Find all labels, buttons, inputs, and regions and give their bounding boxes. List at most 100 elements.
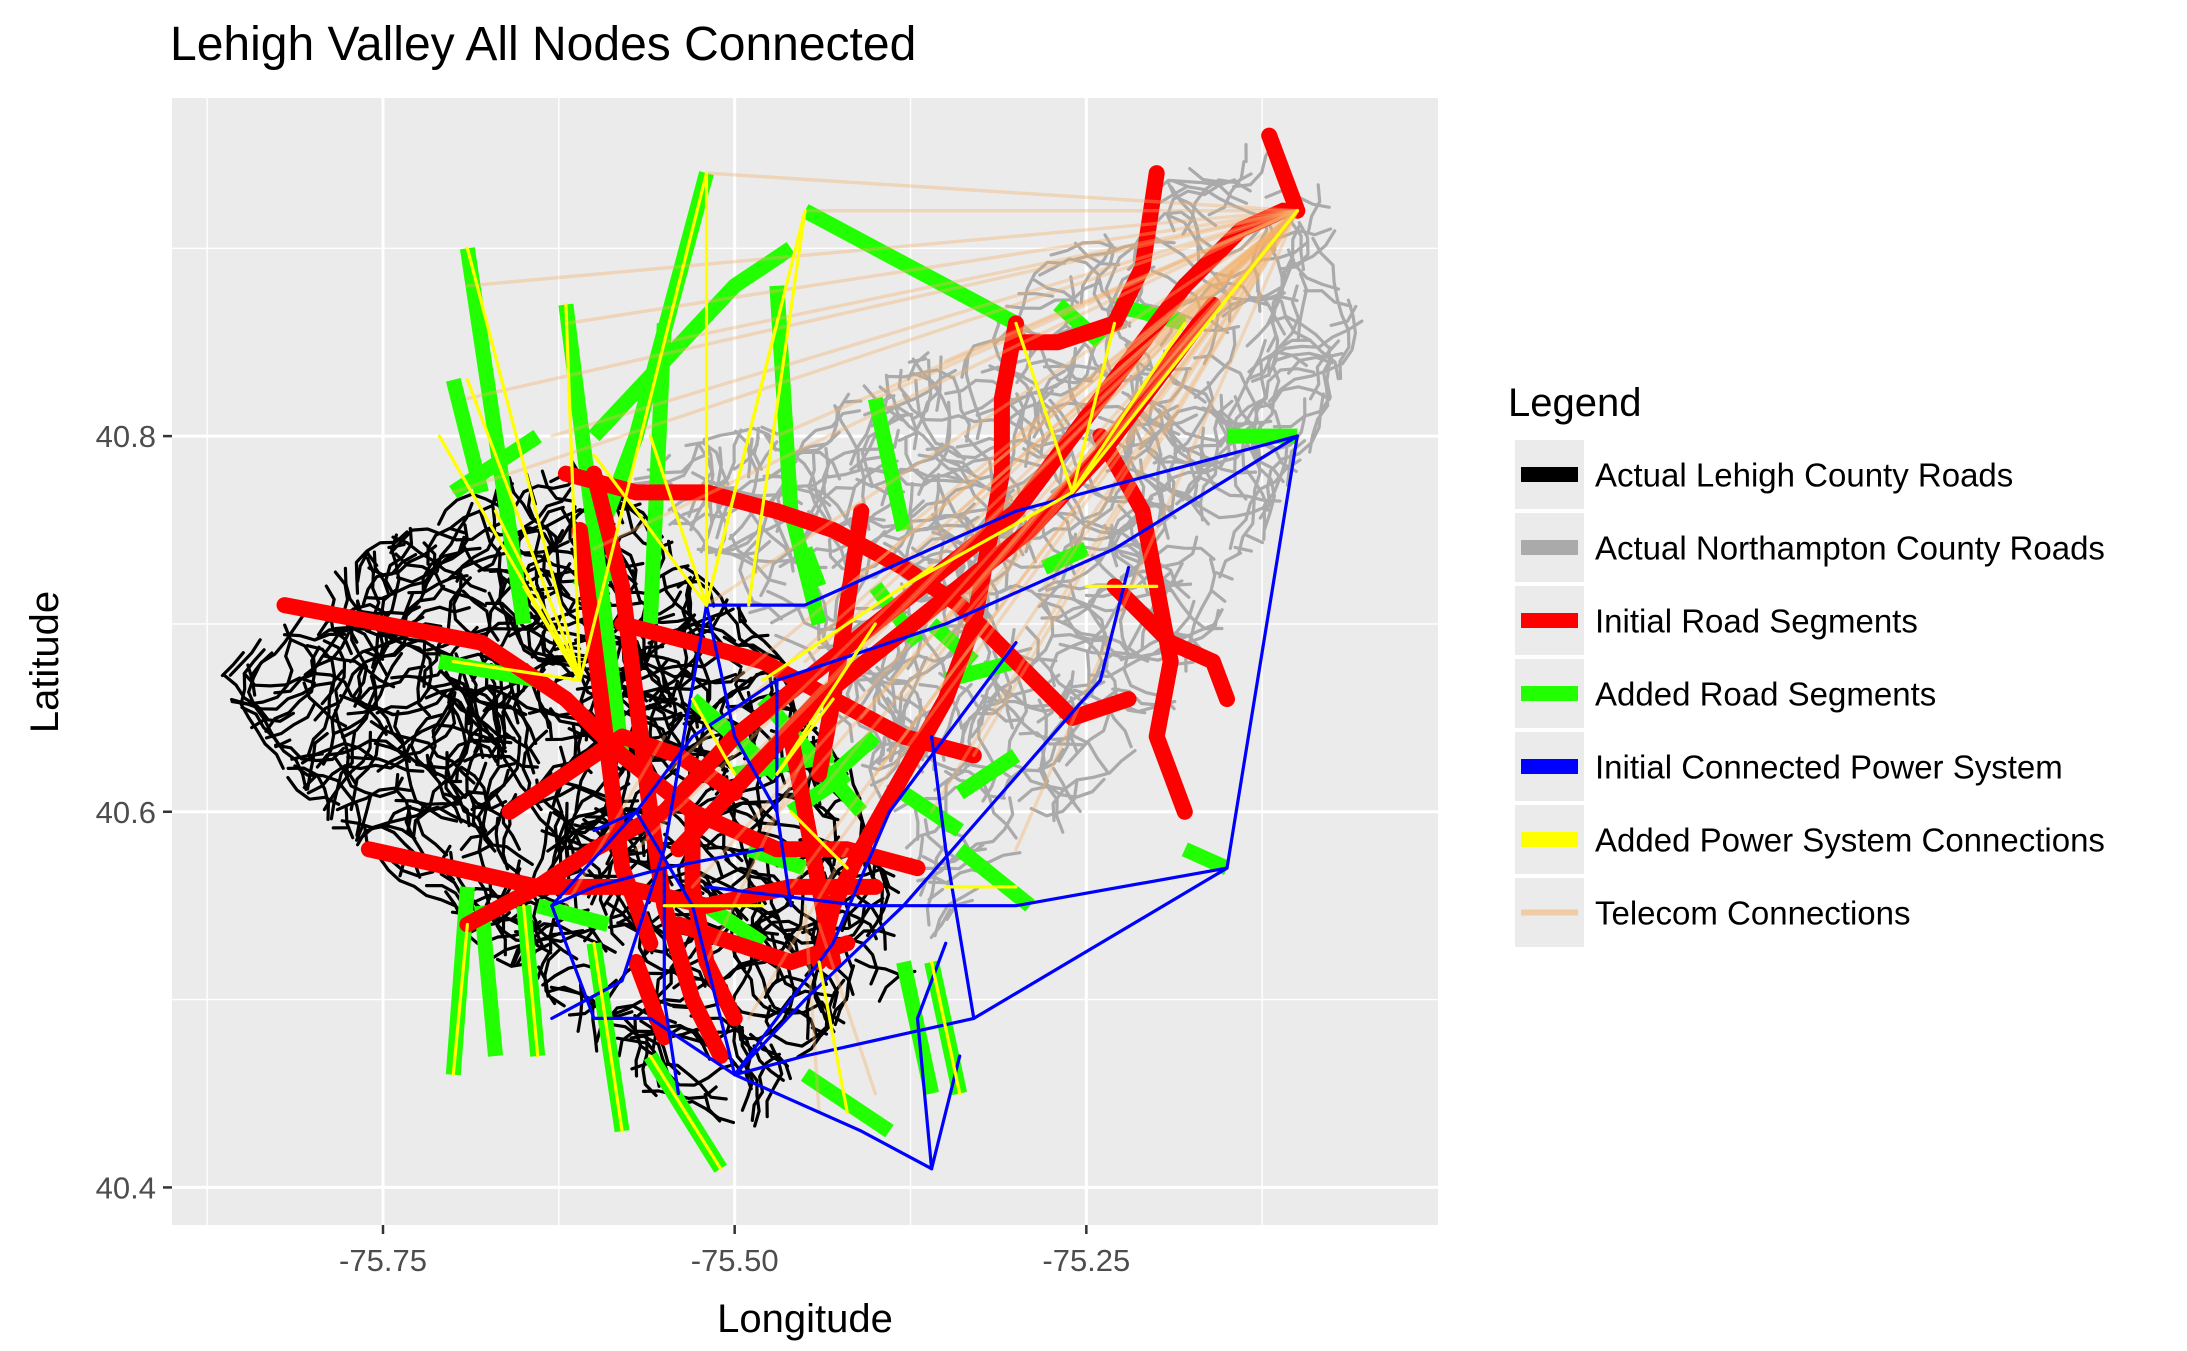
initial-road-segment-14 bbox=[782, 728, 842, 970]
northampton-road-41 bbox=[1065, 713, 1111, 767]
added-power-segment-5 bbox=[578, 171, 709, 682]
northampton-road-183 bbox=[1233, 545, 1253, 553]
lehigh-road-491 bbox=[449, 696, 516, 740]
initial-power-segment-5 bbox=[733, 565, 1131, 1077]
initial-power-segment-14 bbox=[929, 734, 976, 1021]
northampton-road-316 bbox=[1278, 221, 1310, 271]
added-power-segment-15 bbox=[1014, 321, 1074, 494]
lehigh-road-198 bbox=[322, 730, 372, 812]
northampton-road-366 bbox=[1296, 272, 1309, 341]
telecom-segment-44 bbox=[747, 847, 849, 1021]
legend-item-northampton: Actual Northampton County Roads bbox=[1515, 513, 2105, 582]
northampton-road-378 bbox=[1329, 304, 1358, 327]
legend-item-initial-power: Initial Connected Power System bbox=[1515, 732, 2063, 801]
initial-road-segment-13 bbox=[684, 803, 743, 1027]
northampton-road-293 bbox=[748, 606, 768, 615]
lehigh-road-151 bbox=[346, 689, 448, 717]
added-power-segment-23 bbox=[817, 960, 849, 1114]
northampton-road-364 bbox=[1311, 236, 1351, 380]
northampton-road-156 bbox=[1198, 445, 1258, 475]
added-road-segment-1 bbox=[801, 204, 1020, 331]
initial-road-segment-2 bbox=[459, 202, 1292, 933]
added-power-segment-6 bbox=[522, 584, 582, 682]
lehigh-road-203 bbox=[321, 639, 347, 766]
northampton-road-126 bbox=[907, 357, 928, 364]
added-power-segment-30 bbox=[761, 565, 934, 682]
lehigh-road-132 bbox=[353, 638, 422, 708]
telecom-segment-29 bbox=[901, 208, 1300, 532]
added-road-segment-39 bbox=[535, 898, 611, 932]
northampton-road-114 bbox=[960, 336, 1009, 379]
lehigh-road-348 bbox=[306, 732, 329, 791]
lehigh-road-311 bbox=[282, 632, 347, 642]
lehigh-road-429 bbox=[805, 962, 817, 1040]
telecom-segment-21 bbox=[1000, 208, 1300, 664]
lehigh-road-121 bbox=[763, 974, 836, 1034]
added-power-segment-22 bbox=[648, 1054, 723, 1171]
lehigh-road-85 bbox=[643, 1035, 737, 1087]
lehigh-road-291 bbox=[356, 824, 418, 856]
legend-title: Legend bbox=[1508, 381, 1641, 425]
added-road-segment-35 bbox=[828, 731, 881, 780]
added-road-segment-12 bbox=[474, 905, 503, 1057]
series-initial-power bbox=[550, 434, 1299, 1171]
x-tick-label-0: -75.75 bbox=[339, 1243, 427, 1278]
northampton-road-277 bbox=[752, 435, 763, 471]
northampton-road-59 bbox=[1214, 240, 1310, 279]
legend-label: Actual Lehigh County Roads bbox=[1595, 457, 2013, 494]
added-road-segment-33 bbox=[746, 842, 808, 876]
northampton-road-9 bbox=[1049, 634, 1132, 688]
northampton-road-129 bbox=[1286, 248, 1341, 291]
northampton-road-45 bbox=[872, 647, 893, 763]
lehigh-road-187 bbox=[536, 917, 556, 980]
northampton-road-336 bbox=[1029, 780, 1079, 818]
telecom-segment-22 bbox=[1042, 208, 1300, 589]
northampton-road-181 bbox=[951, 375, 971, 443]
lehigh-road-433 bbox=[484, 669, 502, 759]
telecom-segment-16 bbox=[761, 208, 1300, 833]
telecom-segment-32 bbox=[1154, 208, 1300, 344]
northampton-road-185 bbox=[903, 481, 915, 569]
lehigh-road-43 bbox=[415, 700, 468, 770]
northampton-road-371 bbox=[925, 842, 948, 927]
added-power-segment-2 bbox=[564, 303, 582, 682]
legend-items: Actual Lehigh County Roads Actual Northam… bbox=[1515, 440, 2105, 947]
legend-label: Initial Connected Power System bbox=[1595, 749, 2063, 786]
added-power-segment-1 bbox=[465, 378, 582, 682]
telecom-segment-13 bbox=[733, 208, 1300, 682]
lehigh-road-510 bbox=[343, 566, 421, 616]
added-road-segment-3 bbox=[558, 303, 630, 757]
northampton-road-216 bbox=[1245, 315, 1329, 348]
lehigh-road-328 bbox=[355, 794, 373, 842]
telecom-segment-38 bbox=[662, 208, 1300, 776]
lehigh-road-47 bbox=[541, 963, 601, 987]
telecom-segment-24 bbox=[845, 208, 1300, 589]
x-tick-label-1: -75.50 bbox=[691, 1243, 779, 1278]
telecom-segment-23 bbox=[972, 208, 1300, 758]
telecom-segment-40 bbox=[803, 904, 821, 1115]
telecom-segment-5 bbox=[704, 171, 1300, 213]
added-power-segment-13 bbox=[747, 209, 807, 607]
northampton-road-318 bbox=[1221, 291, 1286, 318]
added-power-segment-11 bbox=[648, 434, 709, 607]
lehigh-road-338 bbox=[356, 550, 370, 583]
northampton-road-359 bbox=[1153, 178, 1249, 205]
telecom-segment-0 bbox=[465, 208, 1300, 288]
initial-road-segment-16 bbox=[501, 728, 743, 820]
northampton-road-202 bbox=[1181, 399, 1234, 502]
lehigh-road-339 bbox=[437, 492, 474, 526]
northampton-road-54 bbox=[1051, 749, 1137, 823]
lehigh-road-5 bbox=[644, 938, 732, 976]
added-power-segment-27 bbox=[789, 810, 849, 870]
lehigh-road-481 bbox=[250, 614, 304, 676]
legend-label: Added Power System Connections bbox=[1595, 822, 2105, 859]
lehigh-road-439 bbox=[394, 798, 460, 806]
lehigh-road-322 bbox=[264, 701, 317, 740]
northampton-road-67 bbox=[1207, 160, 1246, 217]
added-power-segment-14 bbox=[1070, 209, 1299, 494]
added-road-segment-6 bbox=[588, 242, 796, 442]
added-road-segment-7 bbox=[642, 323, 672, 625]
telecom-segment-9 bbox=[775, 208, 1300, 438]
lehigh-road-123 bbox=[547, 985, 634, 1018]
added-power-segment-4 bbox=[493, 509, 582, 682]
